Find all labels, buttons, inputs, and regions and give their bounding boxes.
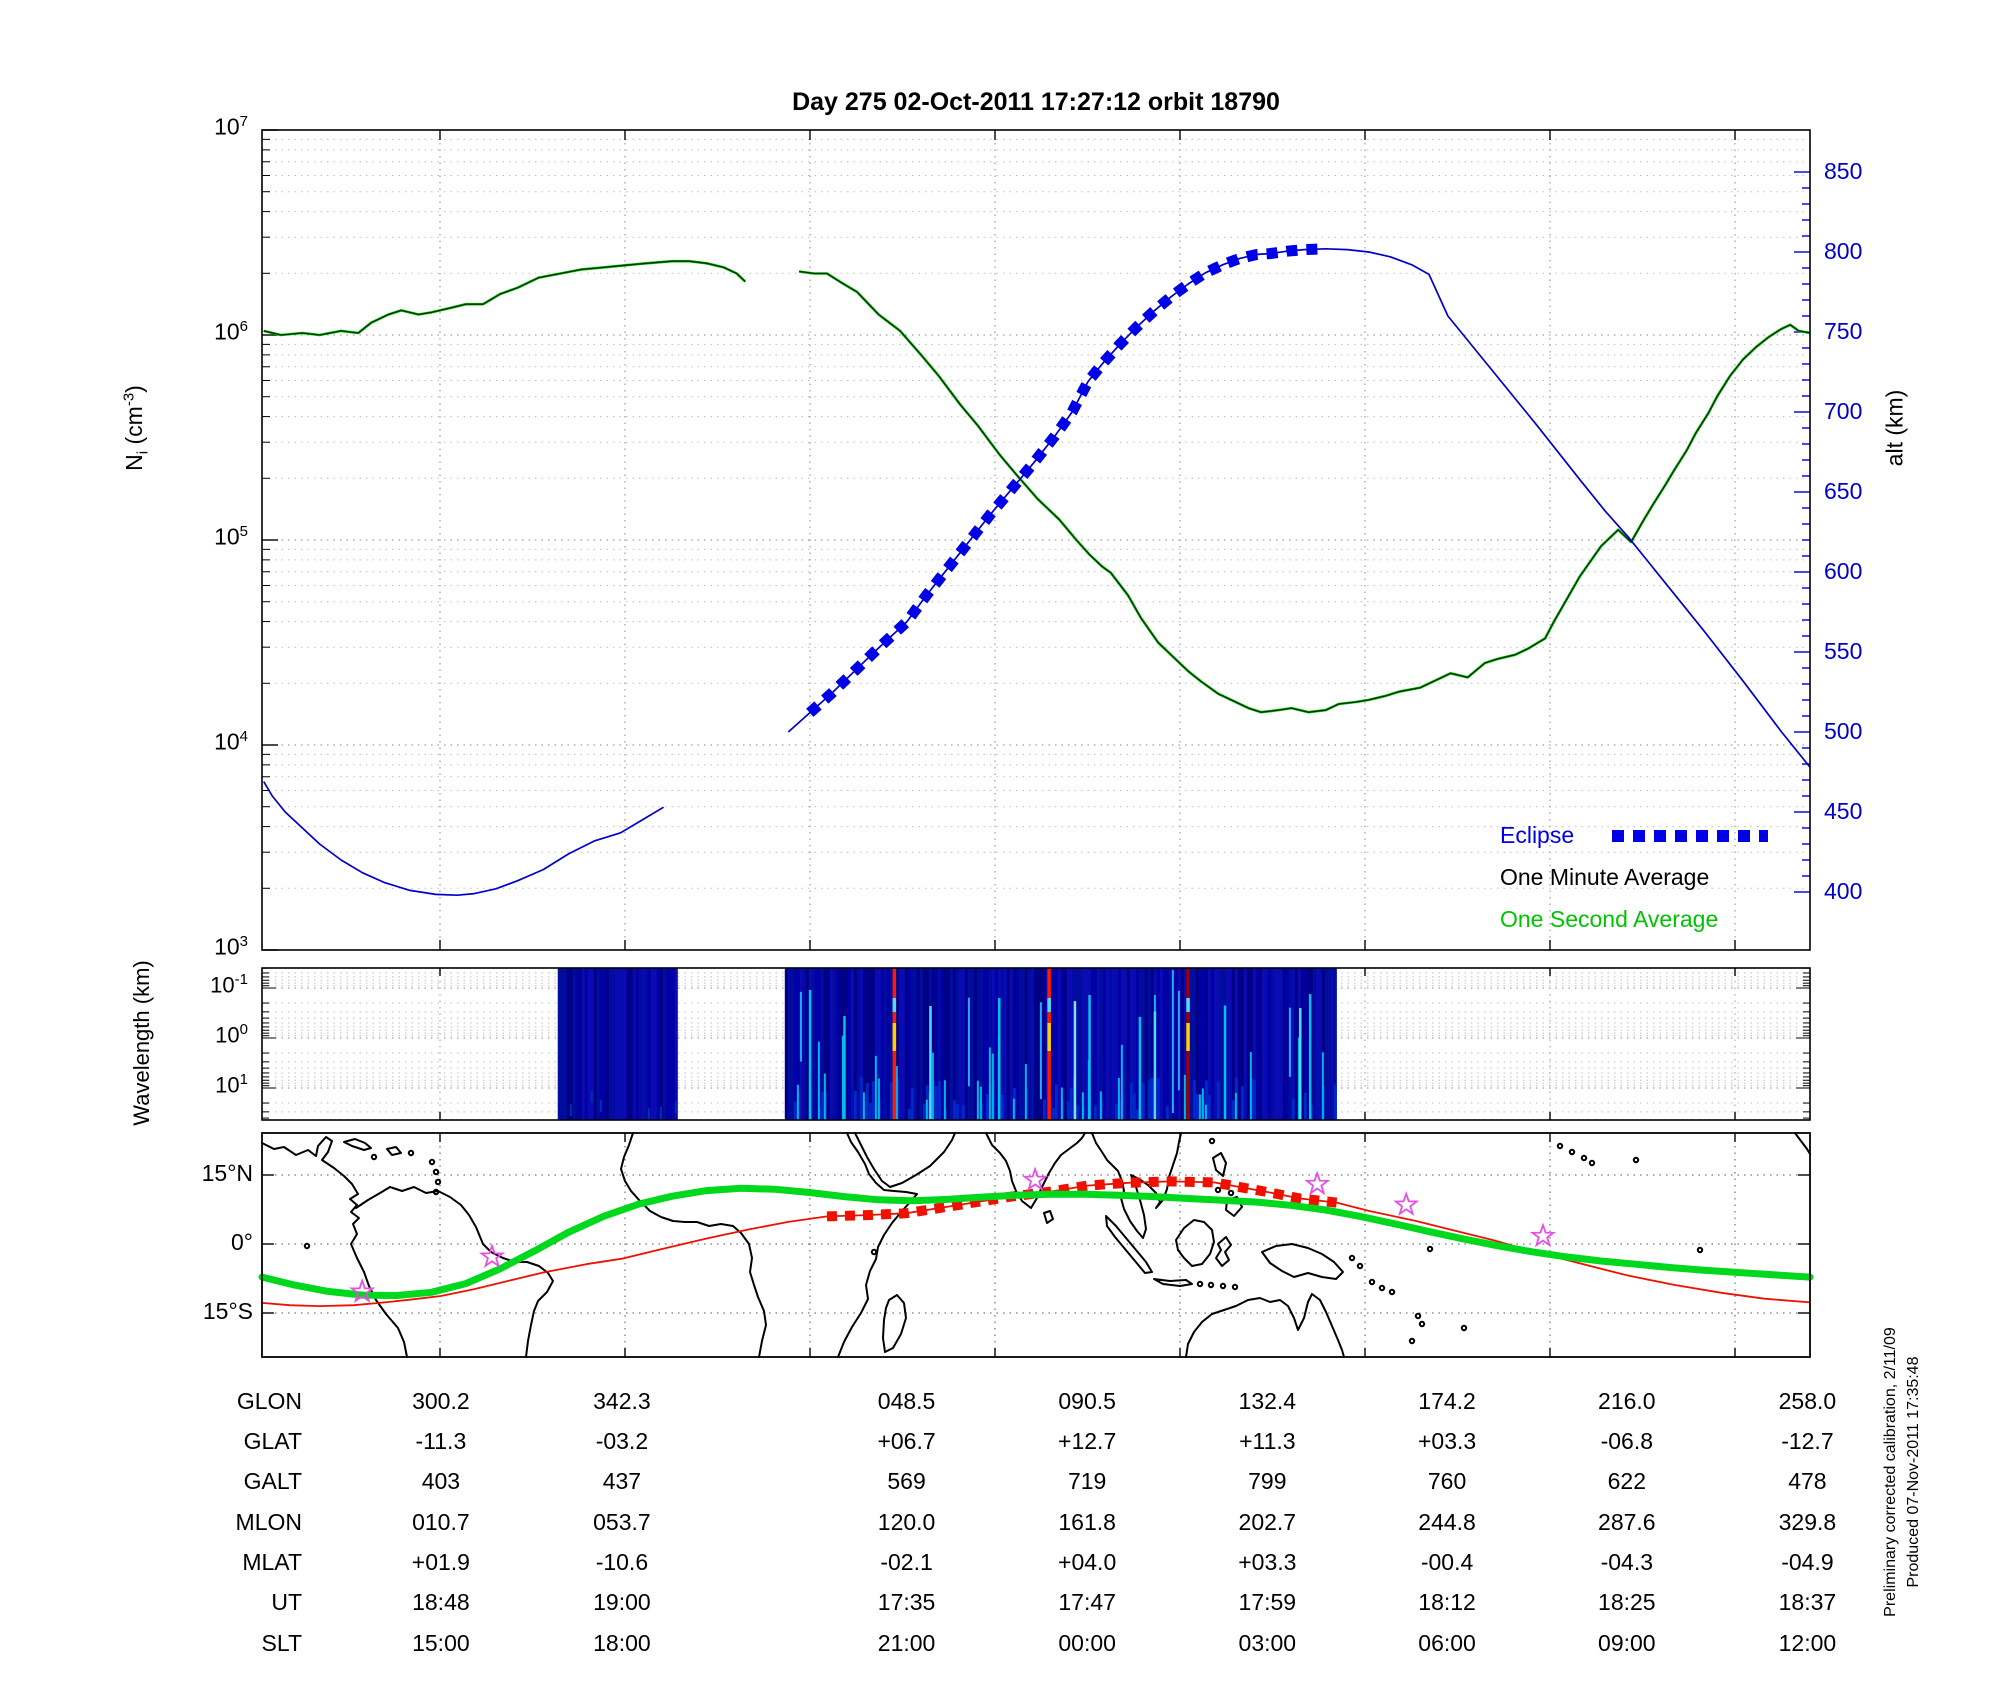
altitude-tick-label: 800	[1824, 238, 1863, 264]
map-lat-tick-label: 15°N	[201, 1160, 253, 1186]
calibration-note: Preliminary corrected calibration, 2/11/…	[1882, 1327, 1899, 1617]
table-cell: 19:00	[593, 1589, 651, 1615]
density-tick-label: 107	[214, 113, 248, 140]
altitude-tick-label: 700	[1824, 398, 1863, 424]
table-cell: 18:00	[593, 1630, 651, 1656]
table-cell: -10.6	[595, 1549, 649, 1575]
table-cell: 18:37	[1778, 1589, 1837, 1615]
table-cell: 569	[887, 1468, 926, 1494]
table-cell: +12.7	[1058, 1428, 1117, 1454]
table-cell: 216.0	[1598, 1388, 1656, 1414]
table-cell: 478	[1788, 1468, 1827, 1494]
table-cell: 17:35	[877, 1589, 936, 1615]
map-lat-tick-label: 15°S	[202, 1298, 253, 1324]
table-cell: 174.2	[1418, 1388, 1476, 1414]
figure-title: Day 275 02-Oct-2011 17:27:12 orbit 18790	[792, 88, 1280, 116]
table-cell: 053.7	[593, 1509, 651, 1535]
table-cell: 287.6	[1598, 1509, 1656, 1535]
table-row-label: MLON	[235, 1509, 302, 1535]
altitude-tick-label: 750	[1824, 318, 1863, 344]
table-cell: 17:59	[1238, 1589, 1297, 1615]
table-cell: 06:00	[1418, 1630, 1476, 1656]
table-cell: -00.4	[1420, 1549, 1474, 1575]
table-cell: -11.3	[415, 1428, 467, 1454]
legend-one-minute-label: One Minute Average	[1500, 864, 1710, 890]
table-cell: 300.2	[412, 1388, 470, 1414]
table-cell: 403	[421, 1468, 461, 1494]
table-cell: 09:00	[1598, 1630, 1656, 1656]
table-row-label: MLAT	[242, 1549, 302, 1575]
table-row-label: UT	[271, 1589, 302, 1615]
table-cell: 03:00	[1238, 1630, 1297, 1656]
table-cell: 622	[1607, 1468, 1646, 1494]
table-cell: 329.8	[1778, 1509, 1837, 1535]
legend-eclipse-label: Eclipse	[1500, 822, 1575, 848]
table-cell: 18:48	[412, 1589, 470, 1615]
table-cell: 12:00	[1778, 1630, 1837, 1656]
table-cell: 760	[1427, 1468, 1467, 1494]
table-cell: 090.5	[1058, 1388, 1116, 1414]
density-axis-label: Ni (cm-3)	[120, 385, 152, 471]
density-tick-label: 106	[214, 318, 248, 345]
table-cell: 258.0	[1778, 1388, 1837, 1414]
table-cell: 010.7	[412, 1509, 470, 1535]
table-row-label: GLAT	[243, 1428, 302, 1454]
table-row-label: SLT	[261, 1630, 302, 1656]
table-cell: -04.9	[1781, 1549, 1834, 1575]
altitude-tick-label: 850	[1824, 158, 1863, 184]
table-cell: +03.3	[1417, 1428, 1477, 1454]
table-cell: 18:12	[1418, 1589, 1476, 1615]
table-cell: 244.8	[1418, 1509, 1476, 1535]
altitude-tick-label: 450	[1824, 798, 1863, 824]
table-row-label: GLON	[236, 1388, 302, 1414]
table-cell: 00:00	[1058, 1630, 1116, 1656]
table-cell: 18:25	[1598, 1589, 1656, 1615]
table-cell: -12.7	[1781, 1428, 1834, 1454]
wavelength-tick-label: 100	[215, 1021, 248, 1048]
table-cell: +04.0	[1058, 1549, 1117, 1575]
table-cell: +06.7	[877, 1428, 936, 1454]
legend-one-second-label: One Second Average	[1500, 906, 1719, 932]
table-cell: 132.4	[1238, 1388, 1297, 1414]
table-cell: 15:00	[412, 1630, 470, 1656]
table-cell: -02.1	[880, 1549, 933, 1575]
density-tick-label: 103	[214, 933, 248, 960]
table-cell: 21:00	[877, 1630, 936, 1656]
table-cell: +11.3	[1239, 1428, 1296, 1454]
table-cell: 161.8	[1058, 1509, 1116, 1535]
table-cell: 799	[1248, 1468, 1287, 1494]
table-cell: -03.2	[595, 1428, 649, 1454]
table-cell: 719	[1067, 1468, 1107, 1494]
density-tick-label: 105	[214, 523, 248, 550]
table-cell: 342.3	[593, 1388, 651, 1414]
table-cell: 048.5	[877, 1388, 936, 1414]
table-cell: +01.9	[411, 1549, 470, 1575]
table-cell: -04.3	[1600, 1549, 1654, 1575]
table-cell: -06.8	[1600, 1428, 1654, 1454]
map-lat-tick-label: 0°	[231, 1229, 253, 1255]
altitude-tick-label: 600	[1824, 558, 1863, 584]
altitude-tick-label: 500	[1824, 718, 1863, 744]
wavelength-tick-label: 101	[215, 1071, 248, 1098]
table-cell: +03.3	[1238, 1549, 1297, 1575]
altitude-tick-label: 550	[1824, 638, 1863, 664]
altitude-tick-label: 400	[1824, 878, 1863, 904]
wavelength-tick-label: 10-1	[210, 971, 248, 998]
table-cell: 437	[602, 1468, 642, 1494]
density-tick-label: 104	[214, 728, 248, 755]
altitude-axis-label: alt (km)	[1881, 389, 1908, 467]
table-row-label: GALT	[243, 1468, 302, 1494]
table-cell: 17:47	[1058, 1589, 1116, 1615]
table-cell: 120.0	[877, 1509, 936, 1535]
table-cell: 202.7	[1238, 1509, 1297, 1535]
altitude-tick-label: 650	[1824, 478, 1863, 504]
produced-note: Produced 07-Nov-2011 17:35:48	[1905, 1356, 1922, 1588]
